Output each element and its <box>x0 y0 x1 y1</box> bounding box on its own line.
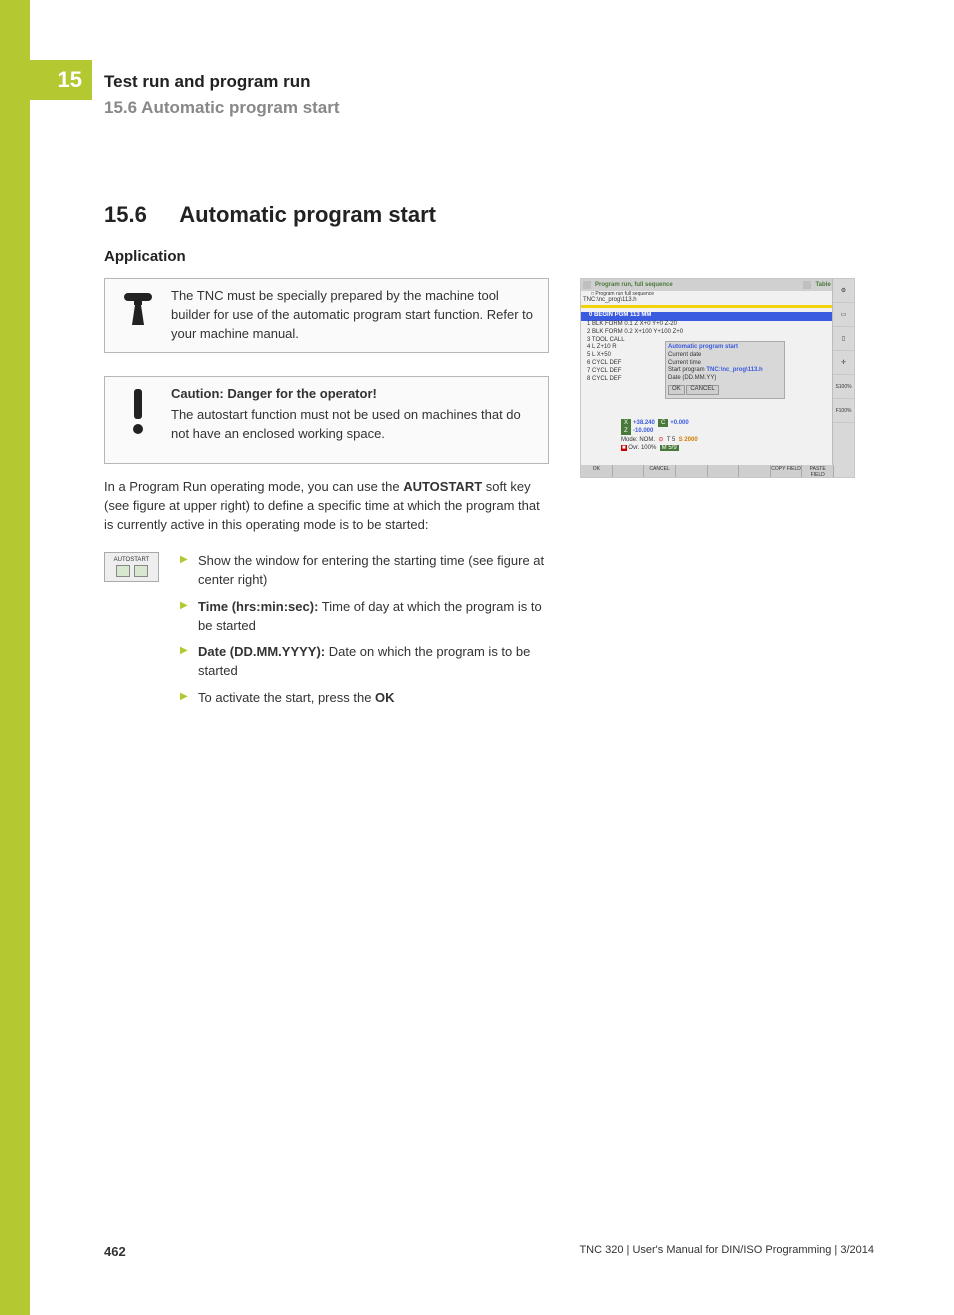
list-text: Show the window for entering the startin… <box>198 553 544 587</box>
softkey-empty[interactable] <box>739 465 771 477</box>
dialog-title: Automatic program start <box>668 344 782 352</box>
softkey-ok[interactable]: OK <box>581 465 613 477</box>
softkey-empty[interactable] <box>676 465 708 477</box>
code-line: 2 BLK FORM 0.2 X+100 Y+100 Z+0 <box>587 329 854 337</box>
list-item: Date (DD.MM.YYYY): Date on which the pro… <box>180 643 550 681</box>
fig-path: TNC:\nc_prog\113.h <box>581 297 854 303</box>
ok-keyword: OK <box>375 690 395 705</box>
section-nav-label: 15.6 Automatic program start <box>104 98 340 118</box>
softkey-empty[interactable] <box>613 465 645 477</box>
dialog-ok-button[interactable]: OK <box>668 385 685 395</box>
fig-titlebar: Program run, full sequence Table editing <box>581 279 854 291</box>
list-text: To activate the start, press the <box>198 690 375 705</box>
body-pre: In a Program Run operating mode, you can… <box>104 479 403 494</box>
dro-status-row: ■ Ovr. 100% M 5/9 <box>621 444 796 452</box>
autostart-keyword: AUTOSTART <box>403 479 482 494</box>
chapter-title: Test run and program run <box>104 72 340 92</box>
autostart-softkey-label: AUTOSTART <box>114 557 150 563</box>
page-footer: 462 TNC 320 | User's Manual for DIN/ISO … <box>104 1244 874 1259</box>
tnc-screenshot-figure: Program run, full sequence Table editing… <box>580 278 855 478</box>
dialog-row: Start program TNC:\nc_prog\113.h <box>668 367 782 375</box>
fig-right-sidebar: ⚙ ▭ ▯ ✛ S100% F100% <box>832 279 854 478</box>
mode-icon <box>803 281 811 289</box>
autostart-softkey-image: AUTOSTART <box>104 552 159 582</box>
sidebar-icon[interactable]: F100% <box>833 399 854 423</box>
softkey-copy[interactable]: COPY FIELD <box>771 465 803 477</box>
body-paragraph: In a Program Run operating mode, you can… <box>104 478 549 535</box>
tool-builder-icon <box>113 287 163 344</box>
gear-icon[interactable]: ⚙ <box>833 279 854 303</box>
fig-highlight-line: 0 BEGIN PGM 113 MM <box>581 312 854 321</box>
section-title: Automatic program start <box>179 202 436 227</box>
code-line: 1 BLK FORM 0.1 Z X+0 Y+0 Z-20 <box>587 321 854 329</box>
list-bold: Time (hrs:min:sec): <box>198 599 318 614</box>
sidebar-icon[interactable]: S100% <box>833 375 854 399</box>
exclamation-icon <box>113 385 163 455</box>
machine-builder-note: The TNC must be specially prepared by th… <box>104 278 549 353</box>
autostart-dialog: Automatic program start Current date Cur… <box>665 341 785 399</box>
dialog-row: Current date <box>668 352 782 360</box>
machine-builder-note-text: The TNC must be specially prepared by th… <box>163 287 540 344</box>
danger-note-heading: Caution: Danger for the operator! <box>171 385 540 404</box>
page-header: Test run and program run 15.6 Automatic … <box>104 72 340 118</box>
dialog-row: Date (DD.MM.YY) <box>668 375 782 383</box>
footer-info: TNC 320 | User's Manual for DIN/ISO Prog… <box>579 1244 874 1259</box>
dro-status-row: Mode: NOM. ⊙ T 5 S 2000 <box>621 436 796 444</box>
danger-note-body: The autostart function must not be used … <box>171 407 521 441</box>
fig-position-display: X+38.240 C+0.000 Z-10.000 Mode: NOM. ⊙ T… <box>621 419 796 453</box>
dialog-row: Current time <box>668 360 782 368</box>
sidebar-icon[interactable]: ▭ <box>833 303 854 327</box>
start-icon <box>134 565 148 577</box>
instruction-list: Show the window for entering the startin… <box>180 552 550 716</box>
clock-icon <box>116 565 130 577</box>
fig-softkey-row: OK CANCEL COPY FIELD PASTE FIELD <box>581 465 834 477</box>
list-item: Show the window for entering the startin… <box>180 552 550 590</box>
dro-row: X+38.240 C+0.000 <box>621 419 796 427</box>
fig-yellow-bar <box>581 305 854 308</box>
dro-row: Z-10.000 <box>621 427 796 435</box>
section-number: 15.6 <box>104 202 174 228</box>
dialog-cancel-button[interactable]: CANCEL <box>686 385 718 395</box>
softkey-cancel[interactable]: CANCEL <box>644 465 676 477</box>
softkey-empty[interactable] <box>708 465 740 477</box>
danger-note-text: Caution: Danger for the operator! The au… <box>163 385 540 455</box>
softkey-icons <box>116 565 148 577</box>
fig-title-left: Program run, full sequence <box>595 282 673 288</box>
softkey-paste[interactable]: PASTE FIELD <box>802 465 834 477</box>
list-item: Time (hrs:min:sec): Time of day at which… <box>180 598 550 636</box>
mode-icon <box>583 281 591 289</box>
section-heading: 15.6 Automatic program start <box>104 202 436 228</box>
list-item: To activate the start, press the OK <box>180 689 550 708</box>
sidebar-icon[interactable]: ▯ <box>833 327 854 351</box>
page-number: 462 <box>104 1244 126 1259</box>
left-accent-stripe <box>0 0 30 1315</box>
list-bold: Date (DD.MM.YYYY): <box>198 644 325 659</box>
chapter-number-tab: 15 <box>30 60 92 100</box>
danger-note: Caution: Danger for the operator! The au… <box>104 376 549 464</box>
axes-icon[interactable]: ✛ <box>833 351 854 375</box>
application-subheading: Application <box>104 248 186 265</box>
